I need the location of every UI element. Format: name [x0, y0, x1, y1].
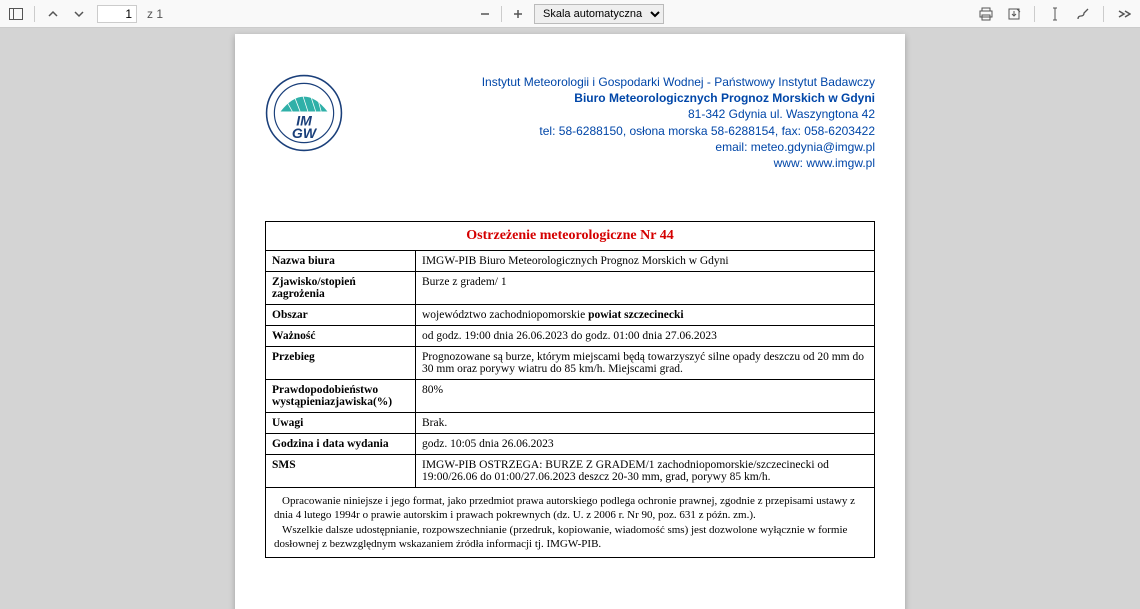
email-link[interactable]: meteo.gdynia@imgw.pl [751, 140, 875, 154]
table-row: Prawdopodobieństwowystąpieniazjawiska(%)… [266, 380, 875, 413]
row-value: 80% [416, 380, 875, 413]
row-label: Obszar [266, 305, 416, 326]
org-line-2: Biuro Meteorologicznych Prognoz Morskich… [363, 90, 875, 106]
row-label: Zjawisko/stopień zagrożenia [266, 272, 416, 305]
more-icon[interactable] [1116, 6, 1132, 22]
row-value: IMGW-PIB Biuro Meteorologicznych Prognoz… [416, 251, 875, 272]
table-row: SMS IMGW-PIB OSTRZEGA: BURZE Z GRADEM/1 … [266, 455, 875, 488]
table-row: Nazwa biura IMGW-PIB Biuro Meteorologicz… [266, 251, 875, 272]
www-link[interactable]: www.imgw.pl [806, 156, 875, 170]
row-value: od godz. 19:00 dnia 26.06.2023 do godz. … [416, 326, 875, 347]
svg-text:GW: GW [292, 125, 318, 141]
footnote-p2: Wszelkie dalsze udostępnianie, rozpowsze… [274, 523, 866, 552]
row-label: Godzina i data wydania [266, 434, 416, 455]
row-value: Brak. [416, 413, 875, 434]
page-number-input[interactable] [97, 5, 137, 23]
table-row: Uwagi Brak. [266, 413, 875, 434]
sidebar-toggle-icon[interactable] [8, 6, 24, 22]
row-label: Prawdopodobieństwowystąpieniazjawiska(%) [266, 380, 416, 413]
row-value: Prognozowane są burze, którym miejscami … [416, 347, 875, 380]
document-header: IM GW Instytut Meteorologii i Gospodarki… [265, 74, 875, 171]
org-line-3: 81-342 Gdynia ul. Waszyngtona 42 [363, 106, 875, 122]
draw-icon[interactable] [1075, 6, 1091, 22]
page-up-icon[interactable] [45, 6, 61, 22]
pdf-toolbar: z 1 Skala automatyczna [0, 0, 1140, 28]
toolbar-separator [1034, 6, 1035, 22]
table-row: Obszar województwo zachodniopomorskie po… [266, 305, 875, 326]
footnote-p1: Opracowanie niniejsze i jego format, jak… [274, 494, 866, 523]
warning-title: Ostrzeżenie meteorologiczne Nr 44 [266, 222, 875, 251]
download-icon[interactable] [1006, 6, 1022, 22]
table-row: Ważność od godz. 19:00 dnia 26.06.2023 d… [266, 326, 875, 347]
row-value: województwo zachodniopomorskie powiat sz… [416, 305, 875, 326]
row-label: Uwagi [266, 413, 416, 434]
org-line-1: Instytut Meteorologii i Gospodarki Wodne… [363, 74, 875, 90]
text-cursor-icon[interactable] [1047, 6, 1063, 22]
toolbar-separator [501, 6, 502, 22]
toolbar-separator [1103, 6, 1104, 22]
zoom-select[interactable]: Skala automatyczna [534, 4, 664, 24]
zoom-out-icon[interactable] [477, 6, 493, 22]
row-value: godz. 10:05 dnia 26.06.2023 [416, 434, 875, 455]
warning-table: Ostrzeżenie meteorologiczne Nr 44 Nazwa … [265, 221, 875, 488]
org-line-6: www: www.imgw.pl [363, 155, 875, 171]
row-label: Nazwa biura [266, 251, 416, 272]
table-row: Godzina i data wydania godz. 10:05 dnia … [266, 434, 875, 455]
org-line-5: email: meteo.gdynia@imgw.pl [363, 139, 875, 155]
table-row: Przebieg Prognozowane są burze, którym m… [266, 347, 875, 380]
table-row: Zjawisko/stopień zagrożenia Burze z grad… [266, 272, 875, 305]
toolbar-separator [34, 6, 35, 22]
row-value: Burze z gradem/ 1 [416, 272, 875, 305]
row-value: IMGW-PIB OSTRZEGA: BURZE Z GRADEM/1 zach… [416, 455, 875, 488]
row-label: SMS [266, 455, 416, 488]
row-label: Przebieg [266, 347, 416, 380]
row-label: Ważność [266, 326, 416, 347]
page-down-icon[interactable] [71, 6, 87, 22]
org-line-4: tel: 58-6288150, osłona morska 58-628815… [363, 123, 875, 139]
zoom-in-icon[interactable] [510, 6, 526, 22]
page-total-label: z 1 [147, 7, 163, 21]
page-area[interactable]: IM GW Instytut Meteorologii i Gospodarki… [0, 28, 1140, 609]
organization-info: Instytut Meteorologii i Gospodarki Wodne… [363, 74, 875, 171]
pdf-page: IM GW Instytut Meteorologii i Gospodarki… [235, 34, 905, 609]
copyright-footnote: Opracowanie niniejsze i jego format, jak… [265, 488, 875, 558]
print-icon[interactable] [978, 6, 994, 22]
imgw-logo: IM GW [265, 74, 343, 152]
